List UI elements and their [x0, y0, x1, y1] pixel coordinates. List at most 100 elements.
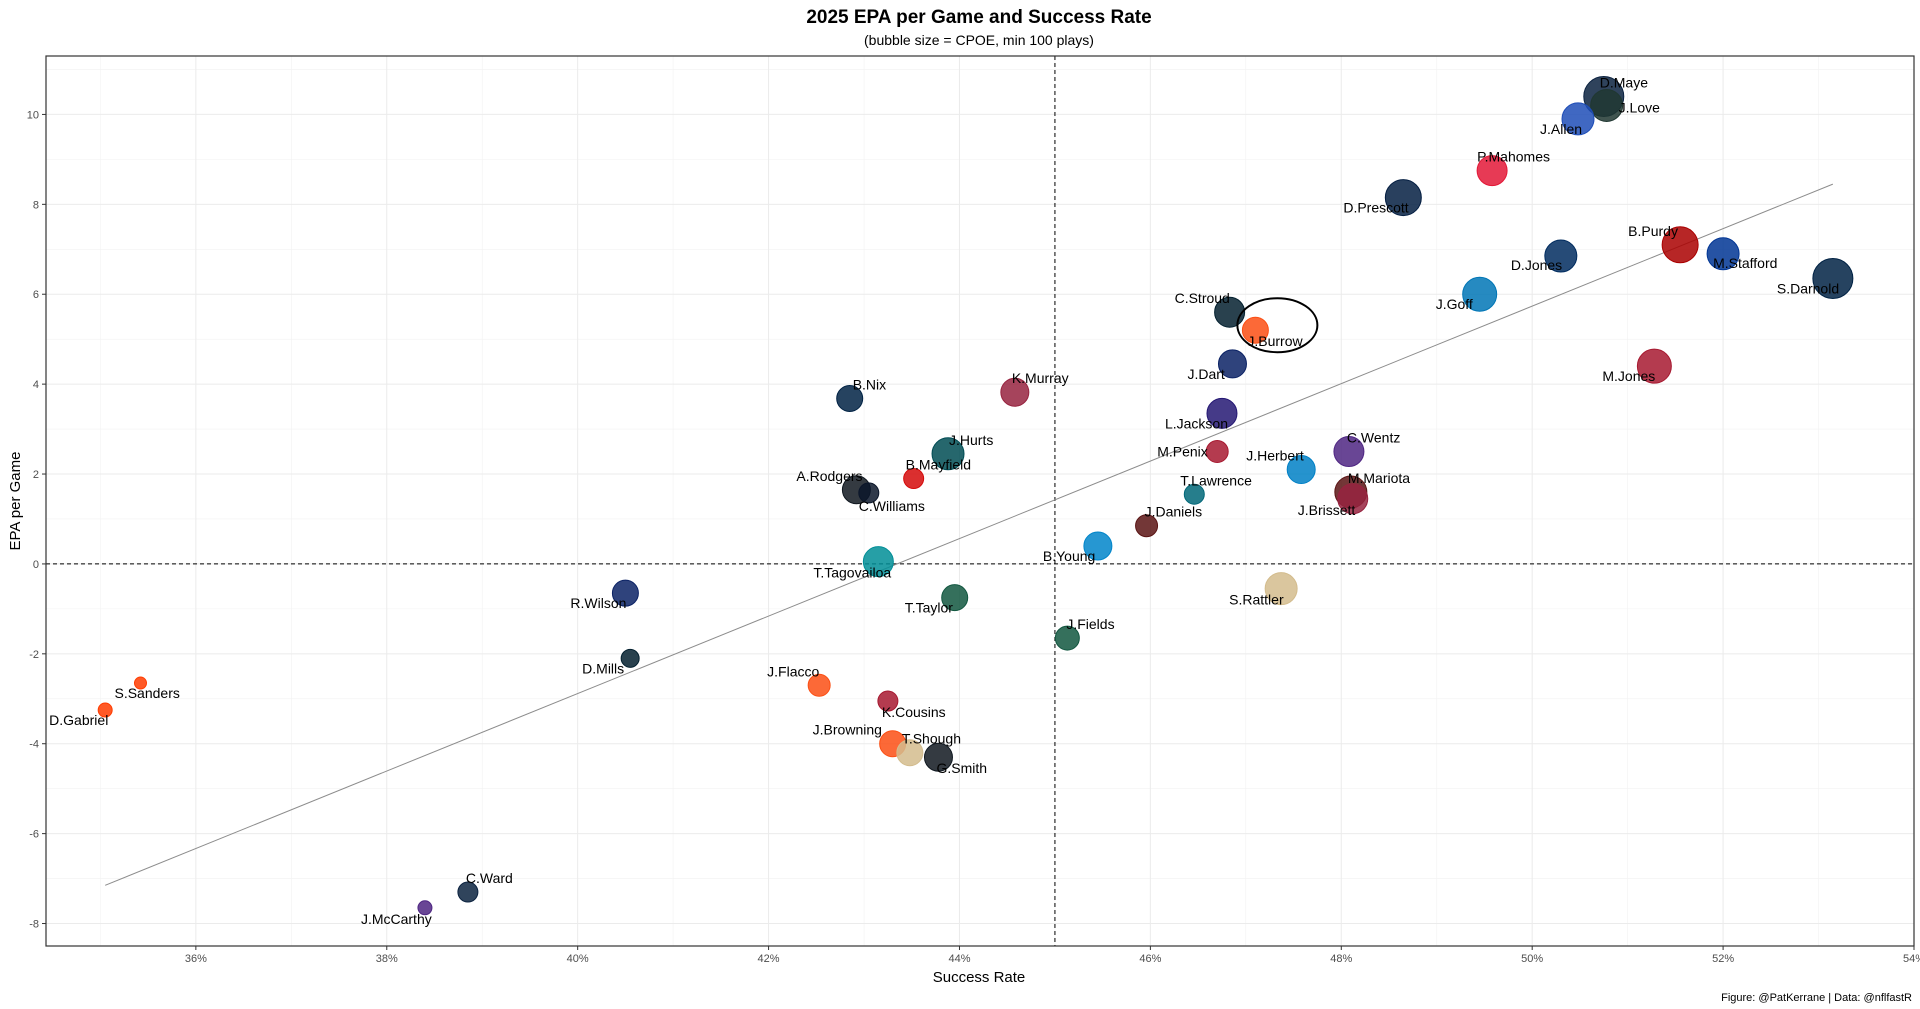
bubble-t-shough	[896, 739, 924, 767]
y-tick-label: -6	[29, 829, 39, 841]
trend-line-layer	[104, 183, 1834, 886]
label-t-taylor: T.Taylor	[905, 600, 954, 616]
label-m-stafford: M.Stafford	[1713, 255, 1777, 271]
x-tick-label: 44%	[948, 953, 970, 965]
bubble-k-cousins	[877, 690, 899, 712]
y-tick-label: 10	[27, 109, 39, 121]
highlight-layer	[1236, 297, 1319, 354]
bubble-d-prescott	[1384, 179, 1422, 217]
label-j-dart: J.Dart	[1187, 366, 1224, 382]
label-j-brissett: J.Brissett	[1298, 502, 1356, 518]
chart-title: 2025 EPA per Game and Success Rate	[806, 7, 1151, 28]
bubble-j-love	[1590, 88, 1624, 122]
bubble-l-jackson	[1206, 397, 1238, 429]
label-s-darnold: S.Darnold	[1777, 281, 1839, 297]
label-m-jones: M.Jones	[1602, 368, 1655, 384]
bubble-j-herbert	[1286, 455, 1316, 485]
x-axis-ticks: 36% 38% 40% 42% 44% 46% 48% 50% 52% 54%	[185, 946, 1920, 965]
label-b-mayfield: B.Mayfield	[906, 457, 971, 473]
label-a-rodgers: A.Rodgers	[796, 468, 862, 484]
label-c-wentz: C.Wentz	[1347, 430, 1400, 446]
bubble-j-flacco	[807, 673, 831, 697]
y-tick-label: -8	[29, 919, 39, 931]
bubble-k-murray	[1000, 377, 1030, 407]
chart-caption: Figure: @PatKerrane | Data: @nflfastR	[1721, 992, 1912, 1004]
x-tick-label: 36%	[185, 953, 207, 965]
chart-subtitle: (bubble size = CPOE, min 100 plays)	[864, 32, 1094, 48]
x-tick-label: 46%	[1139, 953, 1161, 965]
x-tick-label: 50%	[1521, 953, 1543, 965]
x-tick-label: 40%	[567, 953, 589, 965]
label-j-herbert: J.Herbert	[1246, 448, 1304, 464]
label-l-jackson: L.Jackson	[1165, 415, 1228, 431]
y-tick-label: 4	[33, 379, 39, 391]
reference-lines	[46, 56, 1914, 946]
bubble-j-dart	[1217, 349, 1247, 379]
bubble-layer	[97, 75, 1854, 916]
label-k-murray: K.Murray	[1012, 370, 1069, 386]
bubble-m-jones	[1636, 348, 1672, 384]
bubble-t-taylor	[941, 584, 969, 612]
bubble-j-fields	[1054, 625, 1080, 651]
point-label-layer: D.Maye J.Love J.Allen P.Mahomes D.Prescott B.…	[49, 74, 1839, 926]
y-tick-label: 8	[33, 199, 39, 211]
label-j-goff: J.Goff	[1436, 296, 1473, 312]
label-j-burrow: J.Burrow	[1247, 333, 1303, 349]
bubble-m-penix	[1205, 440, 1229, 464]
label-c-stroud: C.Stroud	[1175, 290, 1230, 306]
label-j-browning: J.Browning	[813, 722, 882, 738]
bubble-j-mccarthy	[417, 900, 433, 916]
plot-panel-border	[45, 55, 1915, 947]
trend-line	[104, 183, 1834, 886]
label-b-purdy: B.Purdy	[1628, 223, 1678, 239]
label-t-tagovailoa: T.Tagovailoa	[813, 565, 891, 581]
y-tick-label: 2	[33, 469, 39, 481]
bubble-b-young	[1083, 531, 1113, 561]
bubble-j-burrow	[1241, 316, 1269, 344]
y-axis-ticks: -8 -6 -4 -2 0 2 4 6 8 10	[27, 109, 46, 931]
bubble-b-mayfield	[903, 468, 925, 490]
bubble-t-lawrence	[1183, 483, 1205, 505]
bubble-c-ward	[457, 881, 479, 903]
label-t-shough: T.Shough	[902, 731, 961, 747]
bubble-s-rattler	[1264, 572, 1298, 606]
bubble-s-sanders	[133, 676, 147, 690]
label-d-gabriel: D.Gabriel	[49, 712, 108, 728]
label-j-mccarthy: J.McCarthy	[361, 911, 432, 927]
label-c-ward: C.Ward	[466, 870, 513, 886]
label-t-lawrence: T.Lawrence	[1180, 472, 1252, 488]
label-j-love: J.Love	[1619, 99, 1660, 115]
x-tick-label: 48%	[1330, 953, 1352, 965]
label-d-mills: D.Mills	[582, 660, 624, 676]
label-j-daniels: J.Daniels	[1145, 504, 1203, 520]
label-k-cousins: K.Cousins	[882, 704, 946, 720]
grid-layer	[46, 56, 1915, 946]
bubble-d-gabriel	[97, 702, 113, 718]
label-j-fields: J.Fields	[1066, 616, 1114, 632]
bubble-p-mahomes	[1476, 155, 1508, 187]
y-tick-label: 0	[33, 559, 39, 571]
y-tick-label: -4	[29, 739, 39, 751]
y-tick-label: -2	[29, 649, 39, 661]
bubble-d-jones	[1544, 239, 1578, 273]
label-j-allen: J.Allen	[1540, 121, 1582, 137]
label-d-maye: D.Maye	[1600, 74, 1648, 90]
bubble-g-smith	[923, 742, 953, 772]
x-tick-label: 54%	[1903, 953, 1920, 965]
label-s-rattler: S.Rattler	[1229, 592, 1284, 608]
label-m-penix: M.Penix	[1157, 444, 1208, 460]
label-r-wilson: R.Wilson	[570, 595, 626, 611]
bubble-d-mills	[620, 648, 640, 668]
bubble-t-tagovailoa	[862, 546, 894, 578]
bubble-s-darnold	[1812, 258, 1854, 299]
label-d-prescott: D.Prescott	[1343, 200, 1408, 216]
bubble-b-nix	[836, 385, 864, 413]
label-p-mahomes: P.Mahomes	[1477, 149, 1550, 165]
label-b-young: B.Young	[1043, 548, 1095, 564]
label-s-sanders: S.Sanders	[114, 685, 179, 701]
x-tick-label: 42%	[758, 953, 780, 965]
bubble-j-hurts	[931, 437, 965, 471]
x-axis-label: Success Rate	[933, 969, 1026, 986]
y-tick-label: 6	[33, 289, 39, 301]
